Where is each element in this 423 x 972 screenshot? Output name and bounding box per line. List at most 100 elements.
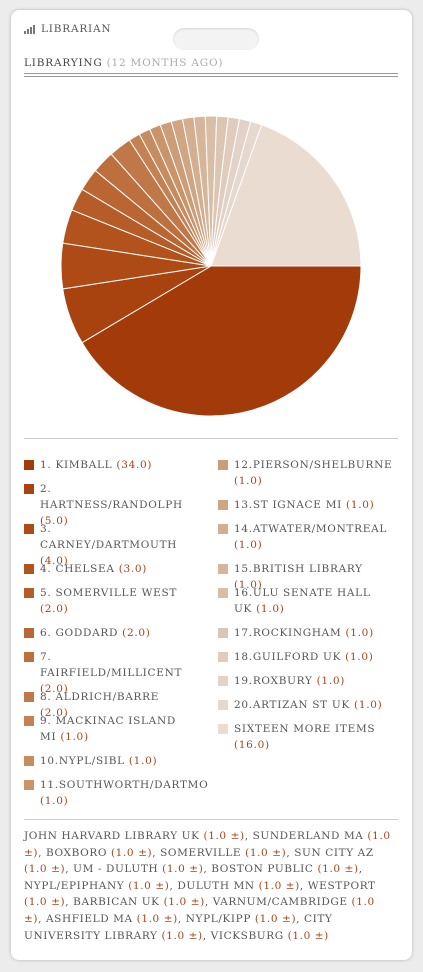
legend-label: 18.GUILFORD UK (1.0) (234, 649, 384, 665)
more-item-value: (1.0 ±) (317, 863, 359, 876)
more-item-value: (1.0 ±) (203, 830, 245, 842)
more-item-name[interactable]: SUN CITY AZ (294, 846, 374, 859)
legend-value: (1.0) (234, 539, 263, 551)
legend-value: (1.0) (316, 675, 346, 687)
legend-label: 4. CHELSEA (3.0) (40, 561, 190, 577)
legend-name: ULU SENATE HALL UK (234, 587, 371, 615)
more-item-name[interactable]: NYPL/KIPP (185, 912, 255, 925)
more-item-value: (1.0 ±) (128, 879, 170, 892)
legend-item[interactable]: 2. HARTNESS/RANDOLPH (5.0) (24, 481, 190, 529)
legend-label: 11.SOUTHWORTH/DARTMO (1.0) (40, 777, 208, 809)
legend-name: ST IGNACE MI (252, 499, 347, 511)
legend-item[interactable]: 10.NYPL/SIBL (1.0) (24, 753, 190, 769)
legend-name: SOUTHWORTH/DARTMO (58, 779, 209, 791)
legend-swatch (218, 676, 228, 686)
more-item-value: (1.0 ±) (254, 912, 297, 925)
legend-name: ATWATER/MONTREAL (252, 523, 388, 535)
legend-swatch (24, 780, 34, 790)
legend-swatch (218, 524, 228, 534)
legend-rank: 6. (40, 627, 56, 639)
legend-value: (1.0) (234, 579, 263, 591)
legend-name: GODDARD (55, 627, 123, 639)
legend-rank: 20. (234, 699, 253, 711)
more-item-name[interactable]: NYPL/EPIPHANY (24, 879, 129, 892)
legend-rank: 12. (234, 459, 253, 471)
legend-swatch (218, 724, 228, 734)
legend-item[interactable]: 9. MACKINAC ISLAND MI (1.0) (24, 713, 190, 745)
more-item-name[interactable]: WESTPORT (307, 879, 376, 892)
legend-swatch (24, 588, 34, 598)
legend-value: (1.0) (346, 499, 375, 511)
legend-item[interactable]: 16.ULU SENATE HALL UK (1.0) (218, 585, 384, 617)
legend-value: (1.0) (128, 755, 158, 767)
more-item-name[interactable]: BOXBORO (46, 846, 111, 859)
legend-label: 15.BRITISH LIBRARY (1.0) (234, 561, 384, 593)
more-item-name[interactable]: SUNDERLAND MA (252, 830, 368, 842)
legend-value: (2.0) (40, 683, 69, 695)
legend-rank: 16. (234, 587, 253, 599)
drag-handle[interactable] (173, 28, 259, 50)
more-item-name[interactable]: BOSTON PUBLIC (211, 863, 318, 876)
more-item-name[interactable]: UM - DULUTH (73, 863, 163, 876)
legend-item[interactable]: SIXTEEN MORE ITEMS (16.0) (218, 721, 384, 753)
more-item-name[interactable]: JOHN HARVARD LIBRARY UK (24, 830, 204, 842)
legend-rank: 7. (40, 651, 52, 663)
pie-slice[interactable] (210, 124, 362, 267)
legend-label: 19.ROXBURY (1.0) (234, 673, 384, 689)
legend-name: GUILFORD UK (252, 651, 346, 663)
legend-item[interactable]: 15.BRITISH LIBRARY (1.0) (218, 561, 384, 593)
legend-item[interactable]: 5. SOMERVILLE WEST (2.0) (24, 585, 190, 617)
more-item-value: (1.0 ±) (245, 846, 287, 859)
legend-rank: 8. (40, 691, 56, 703)
more-item-name[interactable]: VARNUM/CAMBRIDGE (212, 896, 352, 909)
legend-item[interactable]: 4. CHELSEA (3.0) (24, 561, 190, 577)
legend-swatch (24, 652, 34, 662)
legend-rank: 18. (234, 651, 253, 663)
legend-value: (2.0) (40, 707, 69, 719)
legend-name: CARNEY/DARTMOUTH (40, 539, 178, 551)
legend-item[interactable]: 17.ROCKINGHAM (1.0) (218, 625, 384, 641)
more-item-name[interactable]: DULUTH MN (177, 879, 259, 892)
legend-name: ROCKINGHAM (252, 627, 346, 639)
section-title: LIBRARYING (12 MONTHS AGO) (24, 57, 223, 69)
legend-label: 12.PIERSON/SHELBURNE (1.0) (234, 457, 392, 489)
legend-name: FAIRFIELD/MILLICENT (40, 667, 183, 679)
legend-item[interactable]: 20.ARTIZAN ST UK (1.0) (218, 697, 384, 713)
legend-swatch (24, 692, 34, 702)
app-header: LIBRARIAN (24, 21, 111, 37)
legend-swatch (24, 756, 34, 766)
legend-item[interactable]: 19.ROXBURY (1.0) (218, 673, 384, 689)
legend-value: (34.0) (116, 459, 153, 471)
more-item-value: (1.0 ±) (163, 896, 205, 909)
legend-item[interactable]: 13.ST IGNACE MI (1.0) (218, 497, 384, 513)
legend-swatch (218, 460, 228, 470)
legend-item[interactable]: 18.GUILFORD UK (1.0) (218, 649, 384, 665)
legend-value: (5.0) (40, 515, 69, 527)
more-item-name[interactable]: SOMERVILLE (160, 846, 246, 859)
legend-rank: 19. (234, 675, 253, 687)
more-item-name[interactable]: BARBICAN UK (73, 896, 164, 909)
legend-divider-bottom (24, 819, 398, 820)
legend-rank: 3. (40, 523, 52, 535)
legend-item[interactable]: 3. CARNEY/DARTMOUTH (4.0) (24, 521, 190, 569)
legend-name: PIERSON/SHELBURNE (252, 459, 393, 471)
legend-item[interactable]: 8. ALDRICH/BARRE (2.0) (24, 689, 190, 721)
more-item-value: (1.0 ±) (161, 929, 203, 942)
more-item-name[interactable]: CITY UNIVERSITY LIBRARY (24, 912, 333, 942)
pie-slice[interactable] (81, 265, 362, 417)
legend-rank: 4. (40, 563, 56, 575)
legend-item[interactable]: 1. KIMBALL (34.0) (24, 457, 190, 473)
more-item-name[interactable]: VICKSBURG (210, 929, 288, 942)
legend-rank: 13. (234, 499, 253, 511)
legend-swatch (24, 484, 34, 494)
pie-chart (59, 114, 363, 418)
legend-item[interactable]: 14.ATWATER/MONTREAL (1.0) (218, 521, 388, 553)
legend-item[interactable]: 12.PIERSON/SHELBURNE (1.0) (218, 457, 392, 489)
legend-item[interactable]: 7. FAIRFIELD/MILLICENT (2.0) (24, 649, 190, 697)
more-item-name[interactable]: ASHFIELD MA (46, 912, 137, 925)
legend-item[interactable]: 6. GODDARD (2.0) (24, 625, 190, 641)
legend-item[interactable]: 11.SOUTHWORTH/DARTMO (1.0) (24, 777, 208, 809)
legend-label: 6. GODDARD (2.0) (40, 625, 190, 641)
legend-rank: 2. (40, 483, 52, 495)
legend-name: CHELSEA (55, 563, 119, 575)
